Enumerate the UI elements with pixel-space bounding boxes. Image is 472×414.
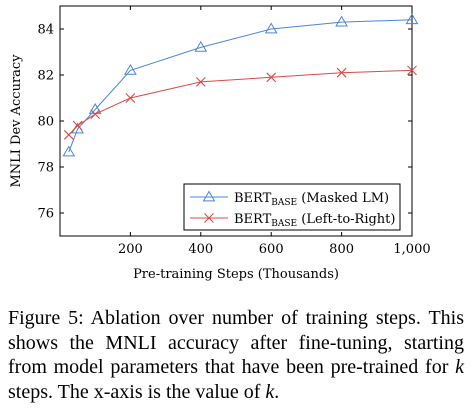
- series-line: [68, 19, 413, 153]
- legend-entry: BERTBASE (Masked LM): [190, 190, 389, 208]
- series-masked-lm: [62, 13, 419, 157]
- cross-stroke: [63, 129, 74, 140]
- series-left-to-right: [63, 65, 417, 140]
- x-axis-label: Pre-training Steps (Thousands): [133, 267, 339, 282]
- data-point: [405, 13, 419, 25]
- data-point: [194, 40, 208, 52]
- data-point: [336, 67, 347, 78]
- x-tick-label: 800: [329, 242, 354, 257]
- caption-middle: steps. The x-axis is the value of: [8, 380, 266, 403]
- legend-entry: BERTBASE (Left-to-Right): [190, 212, 395, 229]
- y-tick-label: 80: [37, 115, 54, 130]
- legend-label: BERTBASE (Left-to-Right): [234, 212, 395, 229]
- cross-stroke: [204, 213, 214, 223]
- x-tick-label: 400: [188, 242, 213, 257]
- data-point: [266, 72, 277, 83]
- data-point: [264, 22, 278, 34]
- cross-stroke: [266, 72, 277, 83]
- plot-area: [62, 13, 419, 157]
- legend-box: [183, 183, 401, 231]
- data-point: [335, 15, 348, 27]
- cross-stroke: [336, 67, 347, 78]
- y-tick-label: 76: [37, 207, 54, 222]
- cross-stroke: [407, 65, 417, 76]
- data-point: [195, 77, 206, 87]
- x-tick-label: 600: [259, 242, 284, 257]
- data-point: [72, 120, 83, 131]
- cross-stroke: [90, 109, 101, 119]
- cross-stroke: [195, 77, 206, 87]
- cross-stroke: [72, 120, 83, 131]
- y-tick-label: 82: [37, 69, 54, 84]
- legend-marker: [202, 190, 216, 202]
- axes: 200 400 600 800 1,000 76 78 80 82 84 Pre-training …: [9, 5, 431, 282]
- legend: BERTBASE (Masked LM) BERTBASE (Left-to-Ri…: [183, 183, 401, 231]
- data-point: [63, 129, 74, 140]
- series-line: [68, 69, 413, 136]
- figure-caption: Figure 5: Ablation over number of traini…: [8, 306, 464, 404]
- line-chart: 200 400 600 800 1,000 76 78 80 82 84 Pre-training …: [9, 5, 431, 282]
- data-point: [124, 63, 137, 75]
- caption-prefix: Figure 5: Ablation over number of traini…: [8, 307, 464, 378]
- legend-marker: [204, 213, 214, 223]
- data-point: [407, 65, 417, 76]
- x-tick-label: 1,000: [393, 242, 430, 257]
- cross-stroke: [125, 93, 136, 103]
- data-point: [125, 93, 136, 103]
- x-tick-label: 200: [118, 242, 143, 257]
- legend-label: BERTBASE (Masked LM): [234, 191, 389, 208]
- y-tick-label: 84: [37, 23, 54, 38]
- caption-k-variable: k: [265, 380, 275, 403]
- caption-suffix: .: [274, 380, 280, 403]
- y-tick-label: 78: [37, 161, 54, 176]
- data-point: [62, 145, 76, 157]
- y-axis-label: MNLI Dev Accuracy: [9, 54, 24, 188]
- caption-k-variable: k: [455, 356, 464, 378]
- data-point: [90, 109, 101, 119]
